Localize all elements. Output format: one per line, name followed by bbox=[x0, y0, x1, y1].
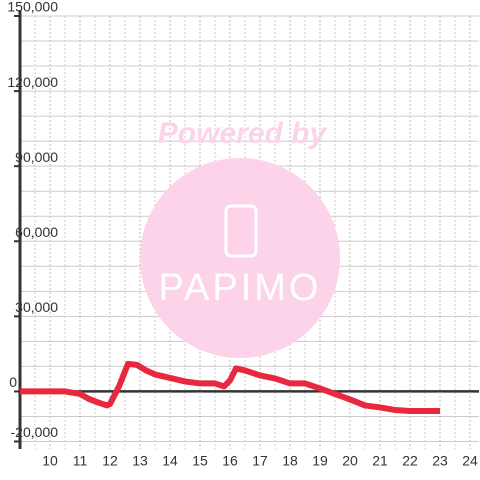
watermark-icon bbox=[224, 204, 258, 258]
watermark-logo: PAPIMO bbox=[159, 267, 322, 309]
x-tick-label: 20 bbox=[342, 453, 358, 469]
x-tick-label: 15 bbox=[192, 453, 208, 469]
x-tick-label: 23 bbox=[432, 453, 448, 469]
x-tick-label: 24 bbox=[462, 453, 478, 469]
x-tick-label: 17 bbox=[252, 453, 268, 469]
watermark: Powered by PAPIMO bbox=[140, 117, 340, 358]
y-tick-label: 30,000 bbox=[15, 299, 58, 315]
x-tick-label: 12 bbox=[102, 453, 118, 469]
y-tick-label: 120,000 bbox=[7, 74, 58, 90]
y-tick-label: 150,000 bbox=[7, 0, 58, 15]
y-tick-label: 0 bbox=[9, 374, 17, 390]
x-tick-label: 21 bbox=[372, 453, 388, 469]
x-tick-label: 11 bbox=[73, 453, 88, 469]
x-tick-label: 22 bbox=[402, 453, 418, 469]
y-tick-label: 60,000 bbox=[15, 224, 58, 240]
x-tick-label: 10 bbox=[42, 453, 58, 469]
x-tick-label: 18 bbox=[282, 453, 298, 469]
watermark-circle bbox=[140, 158, 340, 358]
x-tick-label: 13 bbox=[132, 453, 148, 469]
x-tick-label: 16 bbox=[222, 453, 238, 469]
y-tick-label: 90,000 bbox=[15, 149, 58, 165]
data-line bbox=[20, 360, 440, 414]
x-tick-label: 19 bbox=[312, 453, 328, 469]
watermark-text: Powered by bbox=[158, 117, 328, 150]
y-tick-label: -20,000 bbox=[11, 424, 59, 440]
x-tick-label: 14 bbox=[162, 453, 178, 469]
